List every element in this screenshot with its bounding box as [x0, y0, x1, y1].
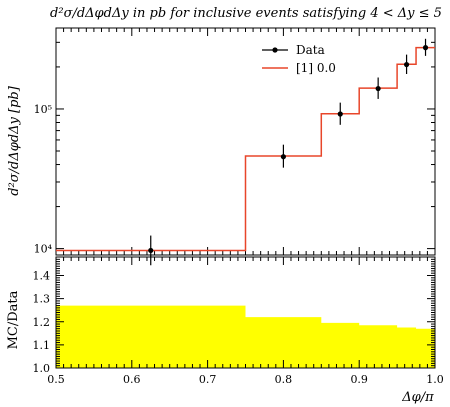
- ratio-y-tick-label: 1.1: [33, 339, 51, 352]
- data-point: [148, 247, 154, 254]
- legend: Data [1] 0.0: [262, 43, 336, 75]
- main-plot-marks: 10⁴ 10⁵: [34, 28, 436, 266]
- data-point: [337, 111, 343, 117]
- data-point: [375, 85, 381, 92]
- ratio-panel: 1.0 1.1 1.2 1.3 1.4 0.5 0.6 0.7 0.8 0.9 1.0: [33, 256, 444, 386]
- ratio-y-tick-label: 1.2: [33, 316, 51, 329]
- x-tick-label: 0.9: [350, 373, 368, 386]
- main-y-tick-label: 10⁴: [34, 243, 53, 256]
- data-point: [422, 45, 429, 51]
- ratio-panel-frame: [55, 256, 436, 369]
- data-point: [280, 154, 286, 160]
- legend-data-marker: [272, 47, 278, 53]
- x-axis-label: Δφ/π: [401, 390, 434, 405]
- main-panel: 10⁴ 10⁵ Data [1] 0.0: [34, 27, 436, 266]
- ratio-y-axis-label: MC/Data: [6, 290, 21, 349]
- ratio-y-tick-label: 1.3: [33, 293, 51, 306]
- mc-step-line: [56, 46, 435, 252]
- ratio-y-tick-label: 1.0: [33, 362, 51, 375]
- x-tick-label: 0.5: [47, 373, 65, 386]
- chart-title: d²σ/dΔφdΔy in pb for inclusive events sa…: [50, 6, 442, 21]
- ratio-band: [56, 305, 435, 368]
- legend-label-mc: [1] 0.0: [296, 61, 336, 75]
- legend-label-data: Data: [296, 43, 325, 57]
- x-tick-label: 0.7: [199, 373, 217, 386]
- main-y-tick-label: 10⁵: [34, 103, 52, 116]
- x-tick-label: 0.6: [123, 373, 141, 386]
- x-tick-label: 0.8: [275, 373, 293, 386]
- x-tick-label: 1.0: [426, 373, 444, 386]
- ratio-plot-marks: 1.0 1.1 1.2 1.3 1.4 0.5 0.6 0.7 0.8 0.9 1.0: [33, 256, 444, 386]
- data-point: [403, 61, 410, 68]
- ratio-y-tick-label: 1.4: [33, 270, 51, 283]
- main-y-axis-label: d²σ/dΔφdΔy [pb]: [7, 85, 22, 196]
